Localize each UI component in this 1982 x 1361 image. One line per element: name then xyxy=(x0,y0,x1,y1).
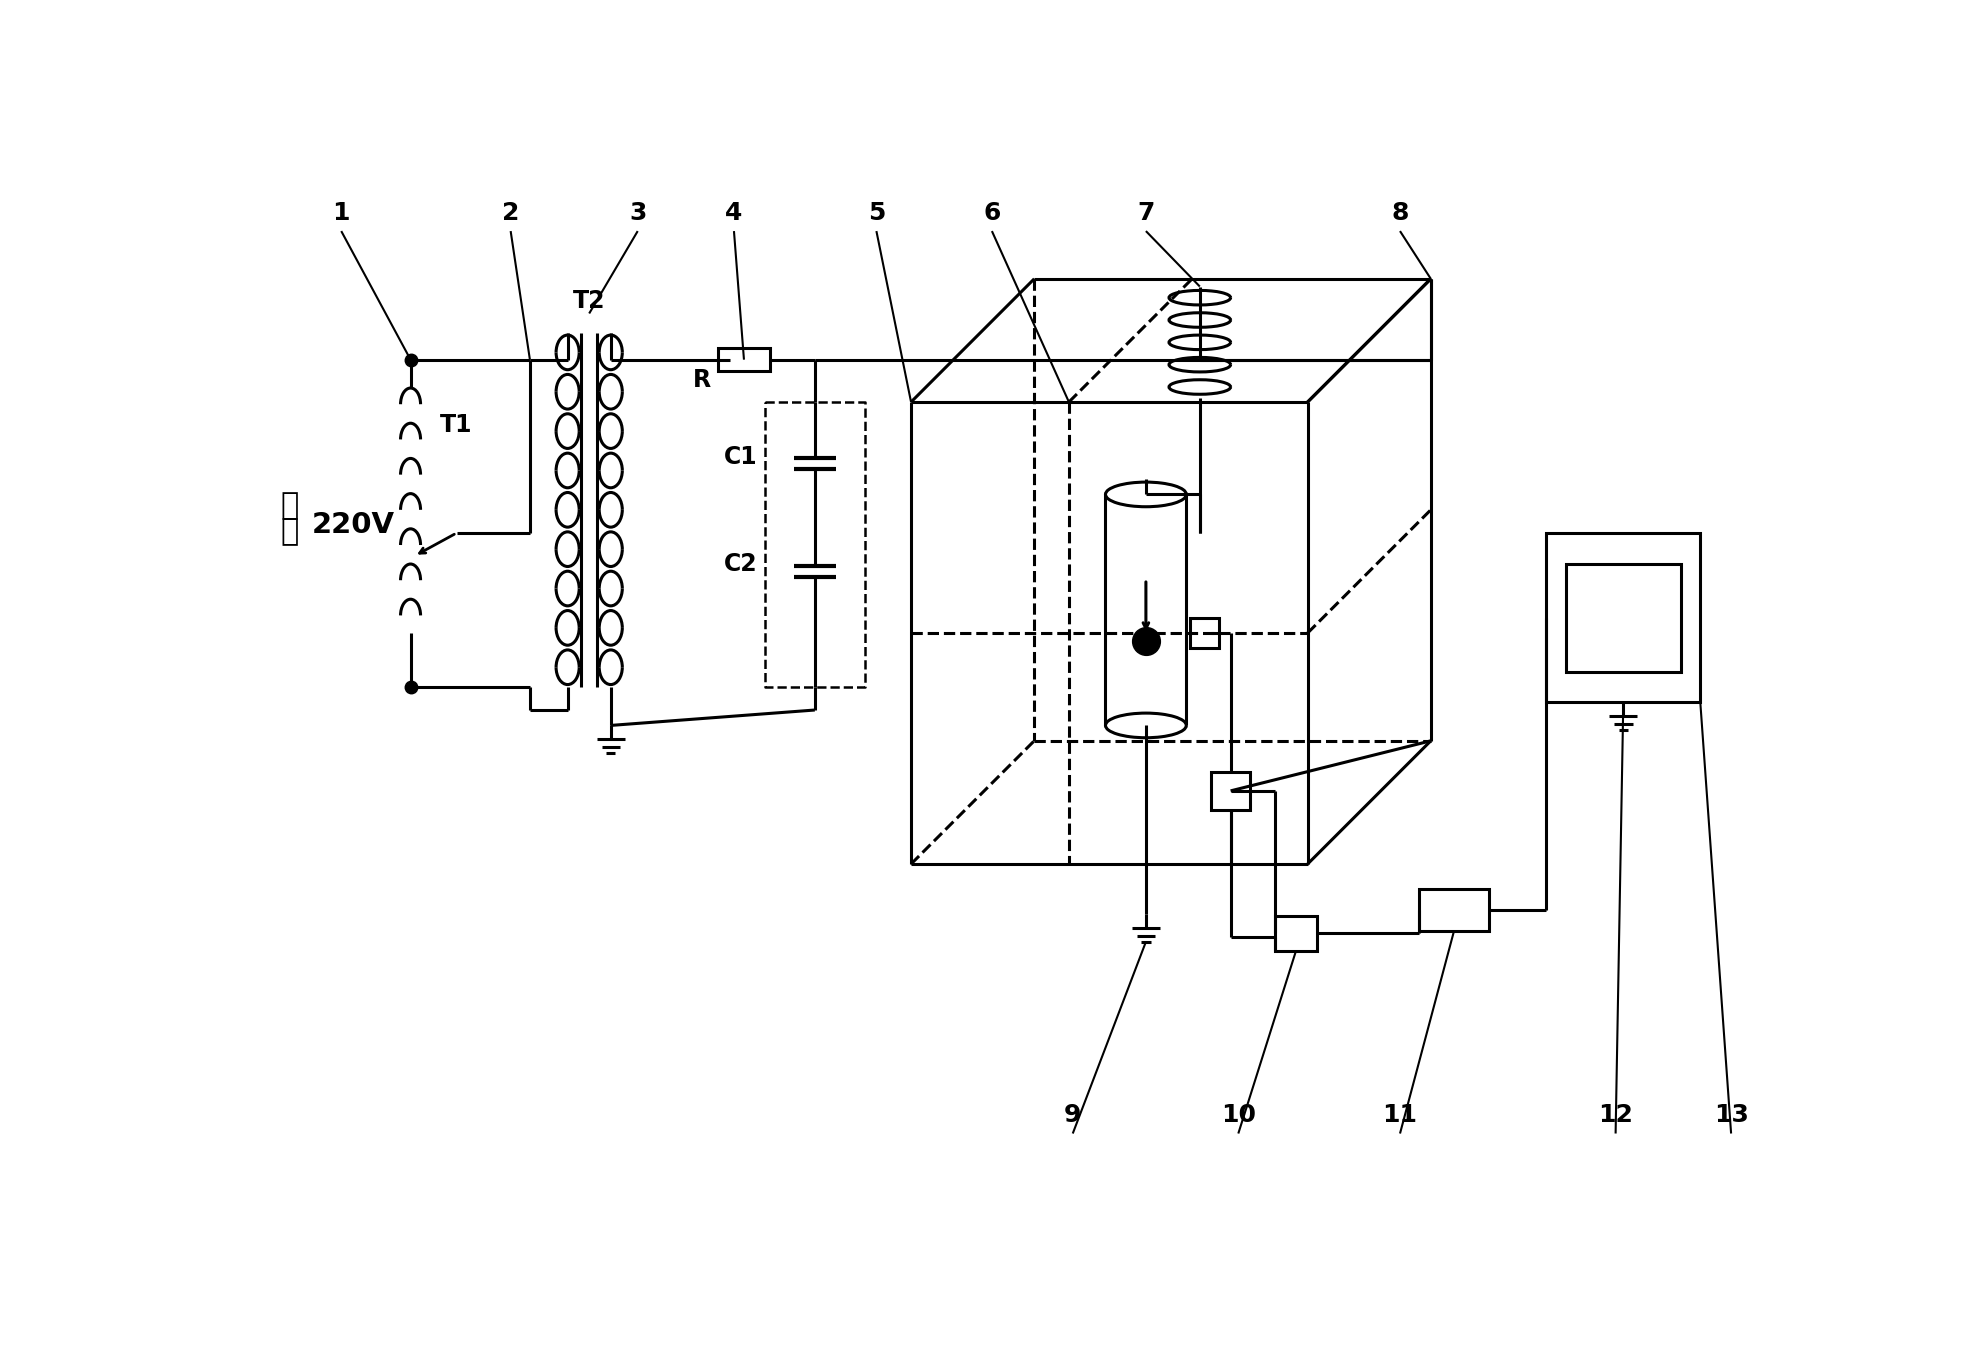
Bar xyxy=(1211,772,1251,810)
Text: R: R xyxy=(692,367,712,392)
Text: 8: 8 xyxy=(1391,201,1409,225)
Text: 12: 12 xyxy=(1597,1104,1633,1127)
Bar xyxy=(1419,889,1488,931)
Text: 1: 1 xyxy=(333,201,351,225)
Text: 7: 7 xyxy=(1138,201,1156,225)
Bar xyxy=(1566,563,1681,671)
Bar xyxy=(1189,618,1219,648)
Text: T1: T1 xyxy=(440,414,472,437)
Text: 交: 交 xyxy=(281,491,299,520)
Bar xyxy=(717,348,771,372)
Text: 5: 5 xyxy=(868,201,886,225)
Text: 4: 4 xyxy=(725,201,743,225)
Text: 3: 3 xyxy=(628,201,646,225)
Text: 2: 2 xyxy=(501,201,519,225)
Text: 13: 13 xyxy=(1714,1104,1748,1127)
Text: C1: C1 xyxy=(723,445,757,468)
Text: 11: 11 xyxy=(1383,1104,1417,1127)
Text: C2: C2 xyxy=(723,553,757,577)
Bar xyxy=(1546,534,1701,702)
Text: T2: T2 xyxy=(573,290,605,313)
Text: 6: 6 xyxy=(983,201,1001,225)
Text: 220V: 220V xyxy=(311,510,394,539)
Bar xyxy=(1274,916,1318,950)
Text: 9: 9 xyxy=(1064,1104,1082,1127)
Text: 10: 10 xyxy=(1221,1104,1257,1127)
Text: 流: 流 xyxy=(281,517,299,547)
